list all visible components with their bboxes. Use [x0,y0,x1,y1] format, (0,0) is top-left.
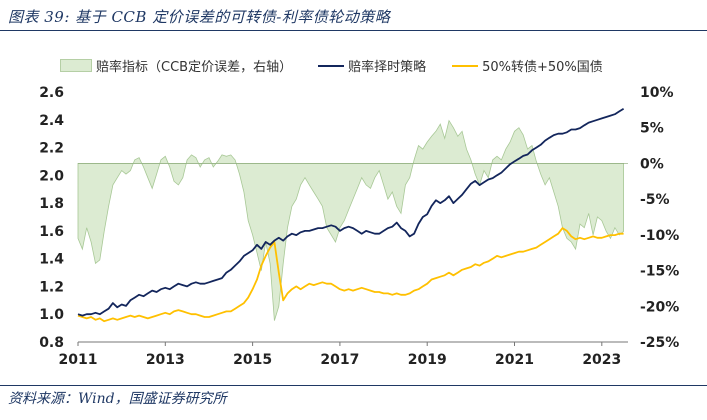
title-rule [0,30,707,31]
mix-benchmark-line [77,227,624,323]
right-tick-label: 0% [640,156,664,172]
line-layer [77,107,625,323]
chart-legend: 赔率指标（CCB定价误差，右轴） 赔率择时策略 50%转债+50%国债 [60,56,700,75]
source-note: 资料来源：Wind，国盛证券研究所 [8,391,227,407]
left-tick-label: 1.2 [39,279,64,295]
x-tick-label: 2013 [146,352,185,368]
axis-layer: 2011 2013 2015 2017 2019 2021 2023 0.8 1.0 1.2 1.4… [39,85,679,368]
left-tick-label: 1.0 [39,307,64,323]
right-tick-label: -15% [640,264,679,280]
right-tick-label: -10% [640,228,679,244]
left-tick-label: 2.4 [39,113,64,129]
legend-item-timing-strategy: 赔率择时策略 [318,56,426,75]
legend-item-odds-indicator: 赔率指标（CCB定价误差，右轴） [60,56,292,75]
right-tick-label: -5% [640,192,670,208]
legend-item-mix-benchmark: 50%转债+50%国债 [452,56,603,75]
left-tick-label: 1.4 [39,252,64,268]
odds-indicator-area [77,119,624,321]
left-tick-label: 1.8 [39,196,64,212]
left-tick-label: 2.2 [39,141,64,157]
timing-strategy-line [77,107,625,317]
left-tick-label: 1.6 [39,224,64,240]
x-tick-label: 2015 [233,352,272,368]
legend-label-mix-benchmark: 50%转债+50%国债 [482,60,603,75]
legend-label-timing-strategy: 赔率择时策略 [348,60,427,75]
left-tick-label: 0.8 [39,335,64,351]
x-tick-label: 2021 [495,352,534,368]
left-tick-label: 2.6 [39,85,64,101]
right-tick-label: -20% [640,299,679,315]
right-tick-label: 5% [640,121,664,137]
area-layer [77,119,628,321]
x-tick-label: 2017 [320,352,359,368]
legend-swatch-strategy [318,64,345,67]
x-tick-label: 2011 [59,352,98,368]
left-tick-label: 2.0 [39,168,64,184]
right-tick-label: -25% [640,335,679,351]
source-rule [0,385,707,386]
legend-swatch-area [60,59,92,72]
chart-title: 图表 39: 基于 CCB 定价误差的可转债-利率债轮动策略 [8,8,391,26]
legend-swatch-mix [452,64,479,67]
x-tick-label: 2023 [582,352,621,368]
right-tick-label: 10% [640,85,674,101]
x-tick-label: 2019 [408,352,447,368]
legend-label-odds-indicator: 赔率指标（CCB定价误差，右轴） [96,60,293,75]
